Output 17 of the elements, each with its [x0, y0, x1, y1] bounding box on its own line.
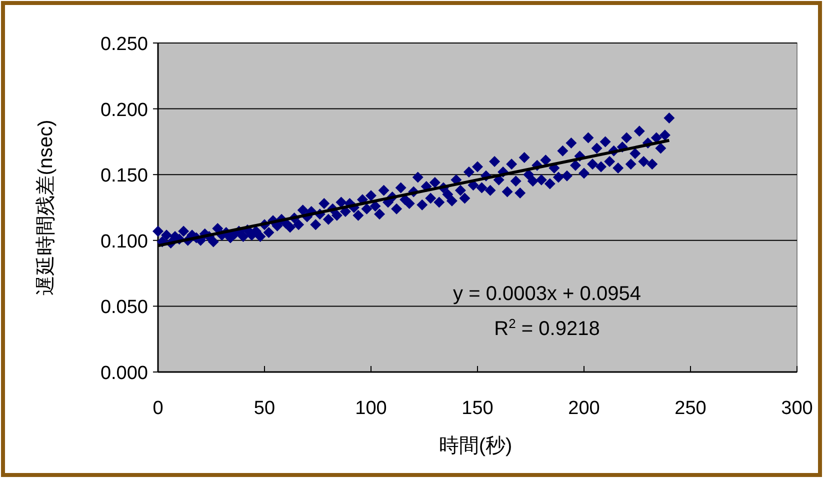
y-tick-label: 0.050 — [100, 297, 148, 318]
x-tick-label: 300 — [781, 398, 813, 419]
y-axis-title: 遅延時間残差(nsec) — [35, 120, 57, 296]
x-axis-title: 時間(秒) — [438, 435, 512, 457]
annotation: R$^{2}$ = 0.9218 — [494, 316, 600, 340]
x-tick-label: 0 — [152, 398, 164, 419]
annotation: y = 0.0003x + 0.0954 — [453, 283, 641, 305]
y-tick-label: 0.100 — [100, 231, 148, 252]
y-tick-label: 0.200 — [100, 100, 148, 121]
y-tick-label: 0.000 — [100, 363, 148, 384]
x-tick-label: 150 — [462, 398, 494, 419]
x-tick-label: 200 — [568, 398, 600, 419]
x-tick-label: 250 — [674, 398, 706, 419]
y-tick-label: 0.250 — [100, 34, 148, 55]
x-tick-label: 100 — [355, 398, 387, 419]
y-tick-label: 0.150 — [100, 166, 148, 187]
x-tick-label: 50 — [254, 398, 276, 419]
